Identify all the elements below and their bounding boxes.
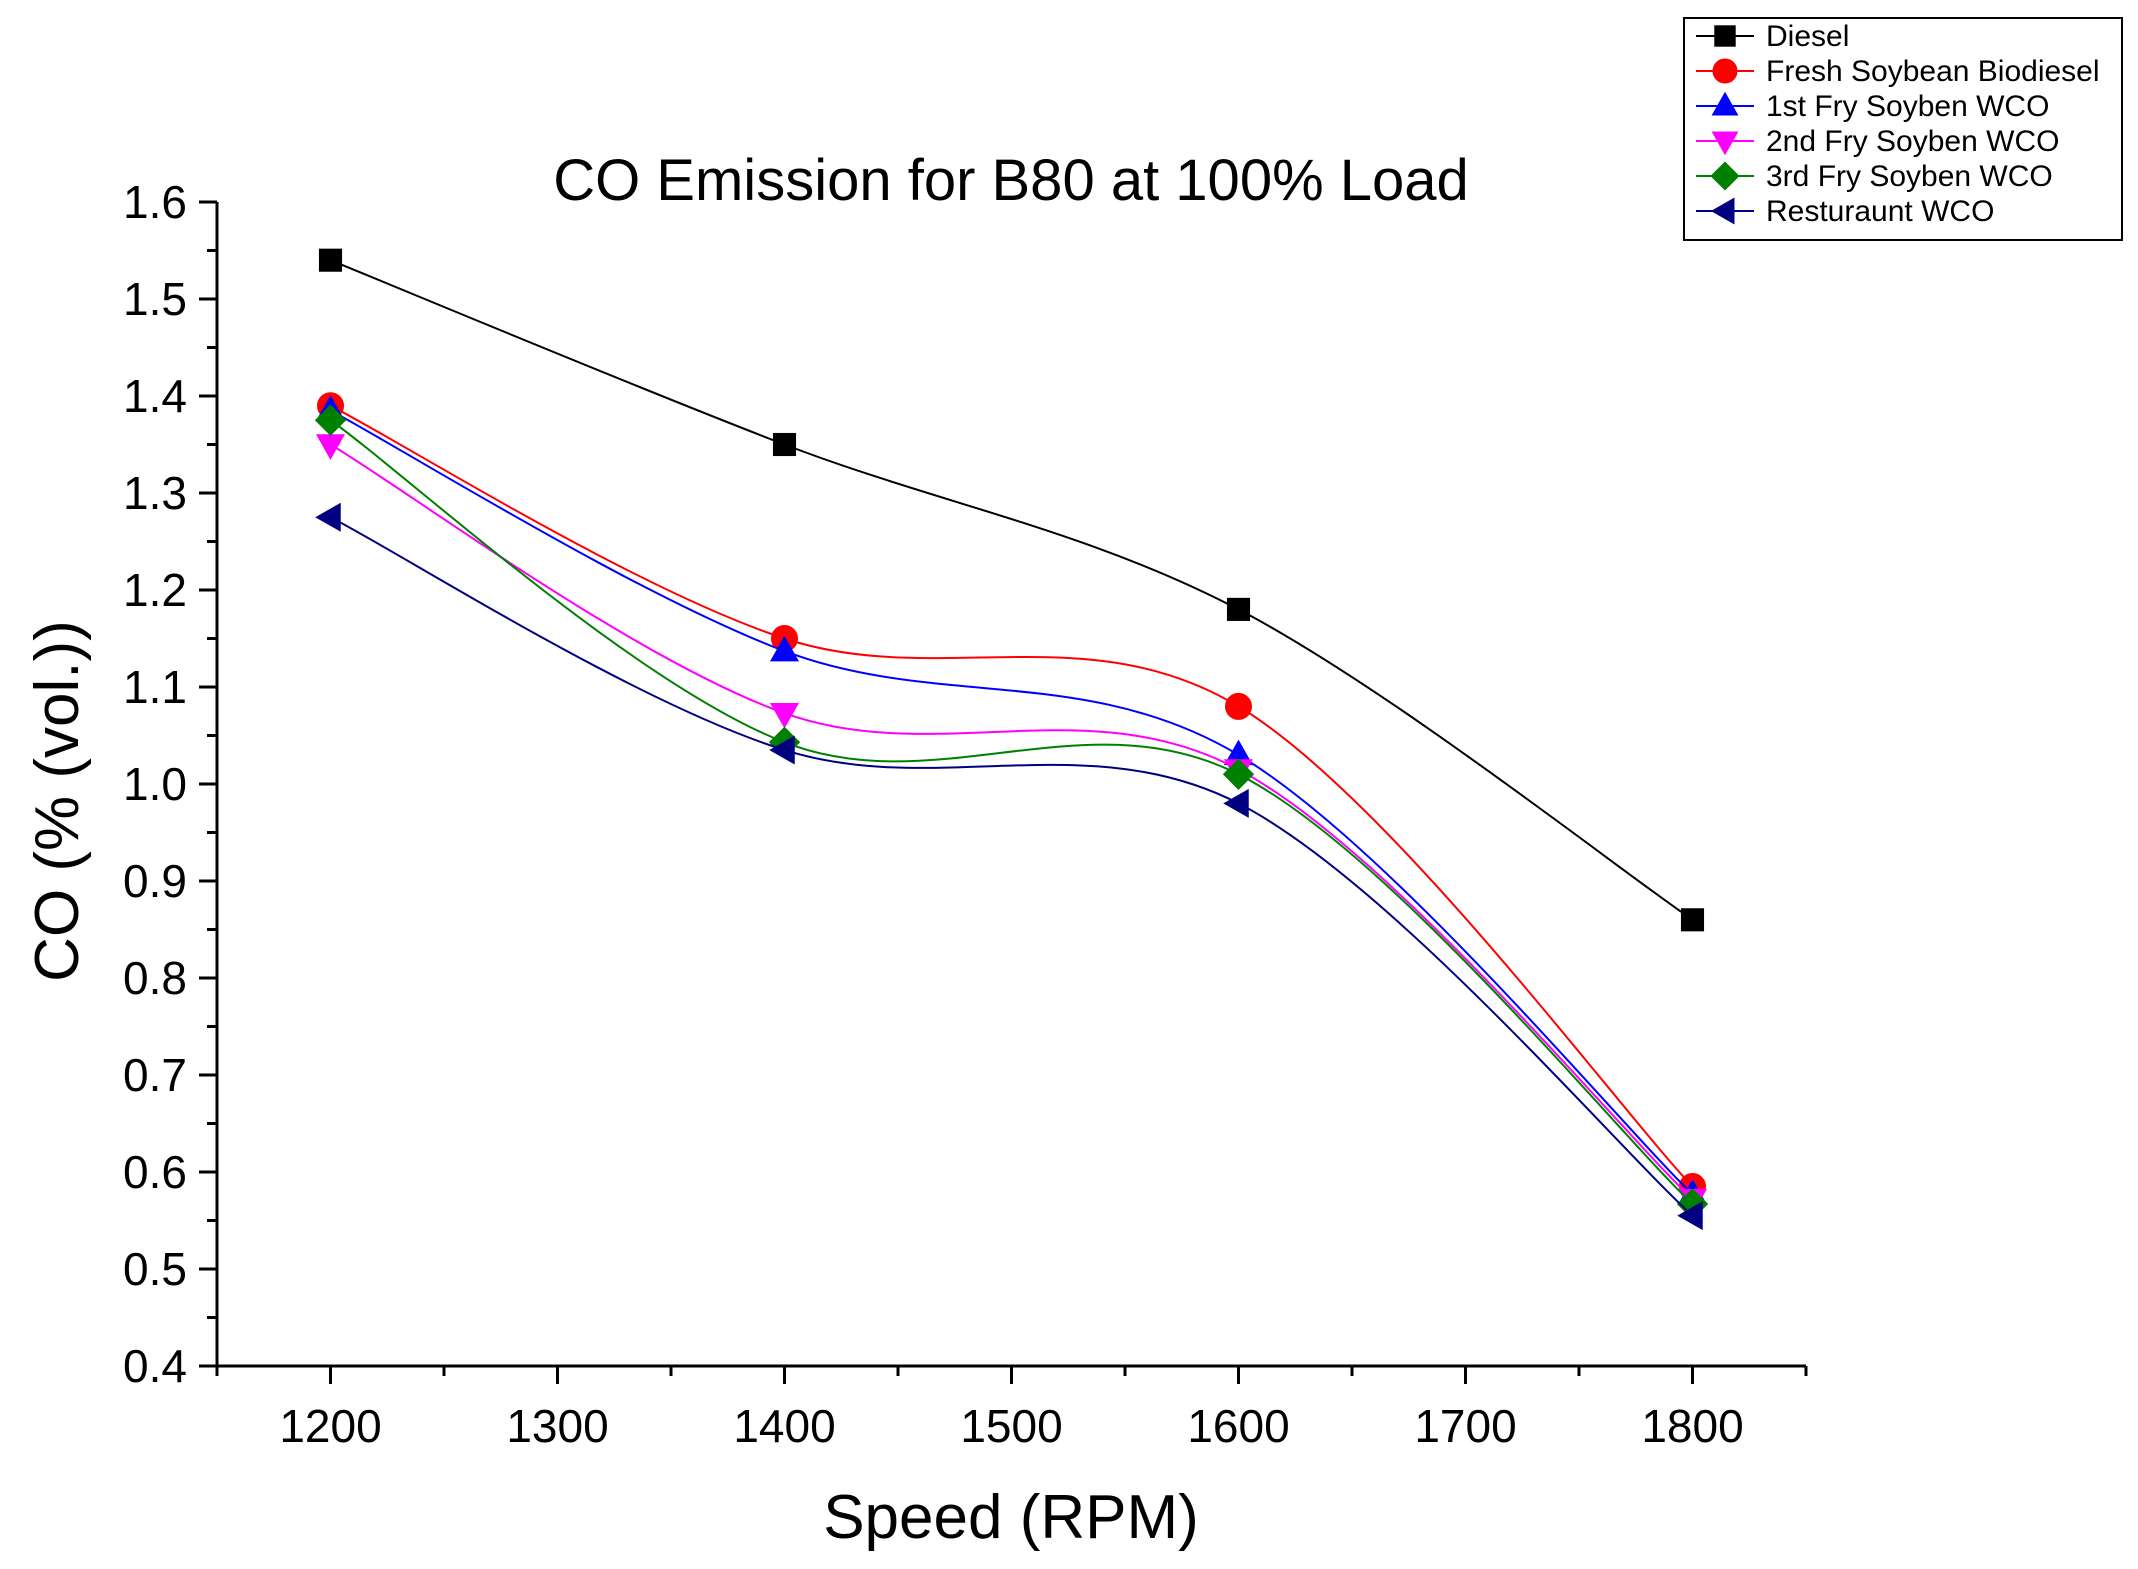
legend-entry: Resturaunt WCO [1696,195,1994,228]
y-tick-label: 1.6 [123,176,187,228]
y-tick-label: 1.5 [123,273,187,325]
y-tick-label: 0.5 [123,1243,187,1295]
x-tick-label: 1400 [733,1400,835,1452]
series-line [330,259,1694,921]
series-6 [315,502,1703,1231]
x-tick-label: 1200 [279,1400,381,1452]
legend-entry: Fresh Soybean Biodiesel [1696,55,2100,88]
legend-entry: Diesel [1696,20,1849,53]
legend-label: Resturaunt WCO [1766,195,1994,228]
series-4 [315,434,1708,1215]
series-1 [318,248,1705,932]
axes: 0.4 0.5 0.6 0.7 0.8 0.9 1.0 1.1 1.2 1.3 1.4 1.5 1.6 1… [123,176,1808,1452]
legend-marker [1710,197,1735,225]
y-tick-label: 1.4 [123,370,187,422]
y-tick-label: 1.3 [123,467,187,519]
legend-label: Diesel [1766,20,1849,53]
x-tick-label: 1700 [1414,1400,1516,1452]
data-point [1680,908,1705,932]
legend-entry: 2nd Fry Soyben WCO [1696,125,2059,158]
data-point [1677,1201,1703,1231]
data-point [315,434,346,460]
series-3 [315,395,1708,1205]
data-point [772,432,797,457]
y-tick-label: 0.7 [123,1049,187,1101]
legend-label: 1st Fry Soyben WCO [1766,90,2049,123]
x-tick-label: 1800 [1641,1400,1743,1452]
x-tick-label: 1600 [1187,1400,1289,1452]
legend-label: 2nd Fry Soyben WCO [1766,125,2059,158]
data-point [769,635,800,662]
x-axis-title: Speed (RPM) [823,1483,1199,1552]
legend-marker [1710,161,1740,191]
legend-marker [1711,131,1739,156]
series-line [330,409,1694,1196]
series-line [329,443,1694,1200]
data-point [769,702,800,729]
data-point [1223,788,1249,818]
y-tick-label: 1.0 [123,758,187,810]
series-5 [314,404,1709,1220]
legend-marker [1711,91,1739,116]
series-line [330,404,1694,1188]
y-tick-label: 0.6 [123,1146,187,1198]
legend-marker [1712,58,1738,84]
legend-marker [1714,25,1736,47]
chart-title: CO Emission for B80 at 100% Load [553,148,1469,213]
data-point [1226,597,1251,621]
legend-label: 3rd Fry Soyben WCO [1766,160,2053,193]
series-2 [317,392,1706,1201]
x-tick-label: 1500 [960,1400,1062,1452]
y-tick-label: 1.1 [123,661,187,713]
y-tick-label: 1.2 [123,564,187,616]
data-point [769,735,795,765]
y-tick-label: 0.9 [123,855,187,907]
legend-label: Fresh Soybean Biodiesel [1766,55,2100,88]
x-tick-label: 1300 [506,1400,608,1452]
series-line [330,516,1694,1217]
y-tick-label: 0.4 [123,1340,187,1392]
legend-entry: 1st Fry Soyben WCO [1696,90,2049,123]
plot-area [314,248,1709,1231]
data-point [1222,758,1255,790]
data-point [315,502,341,532]
data-point [318,248,343,272]
y-tick-label: 0.8 [123,952,187,1004]
data-point [1225,692,1252,720]
data-point [314,404,347,436]
legend-box [1683,17,2123,241]
series-line [329,419,1694,1205]
legend-entry: 3rd Fry Soyben WCO [1696,160,2053,193]
y-axis-title: CO (% (vol.)) [23,620,92,982]
